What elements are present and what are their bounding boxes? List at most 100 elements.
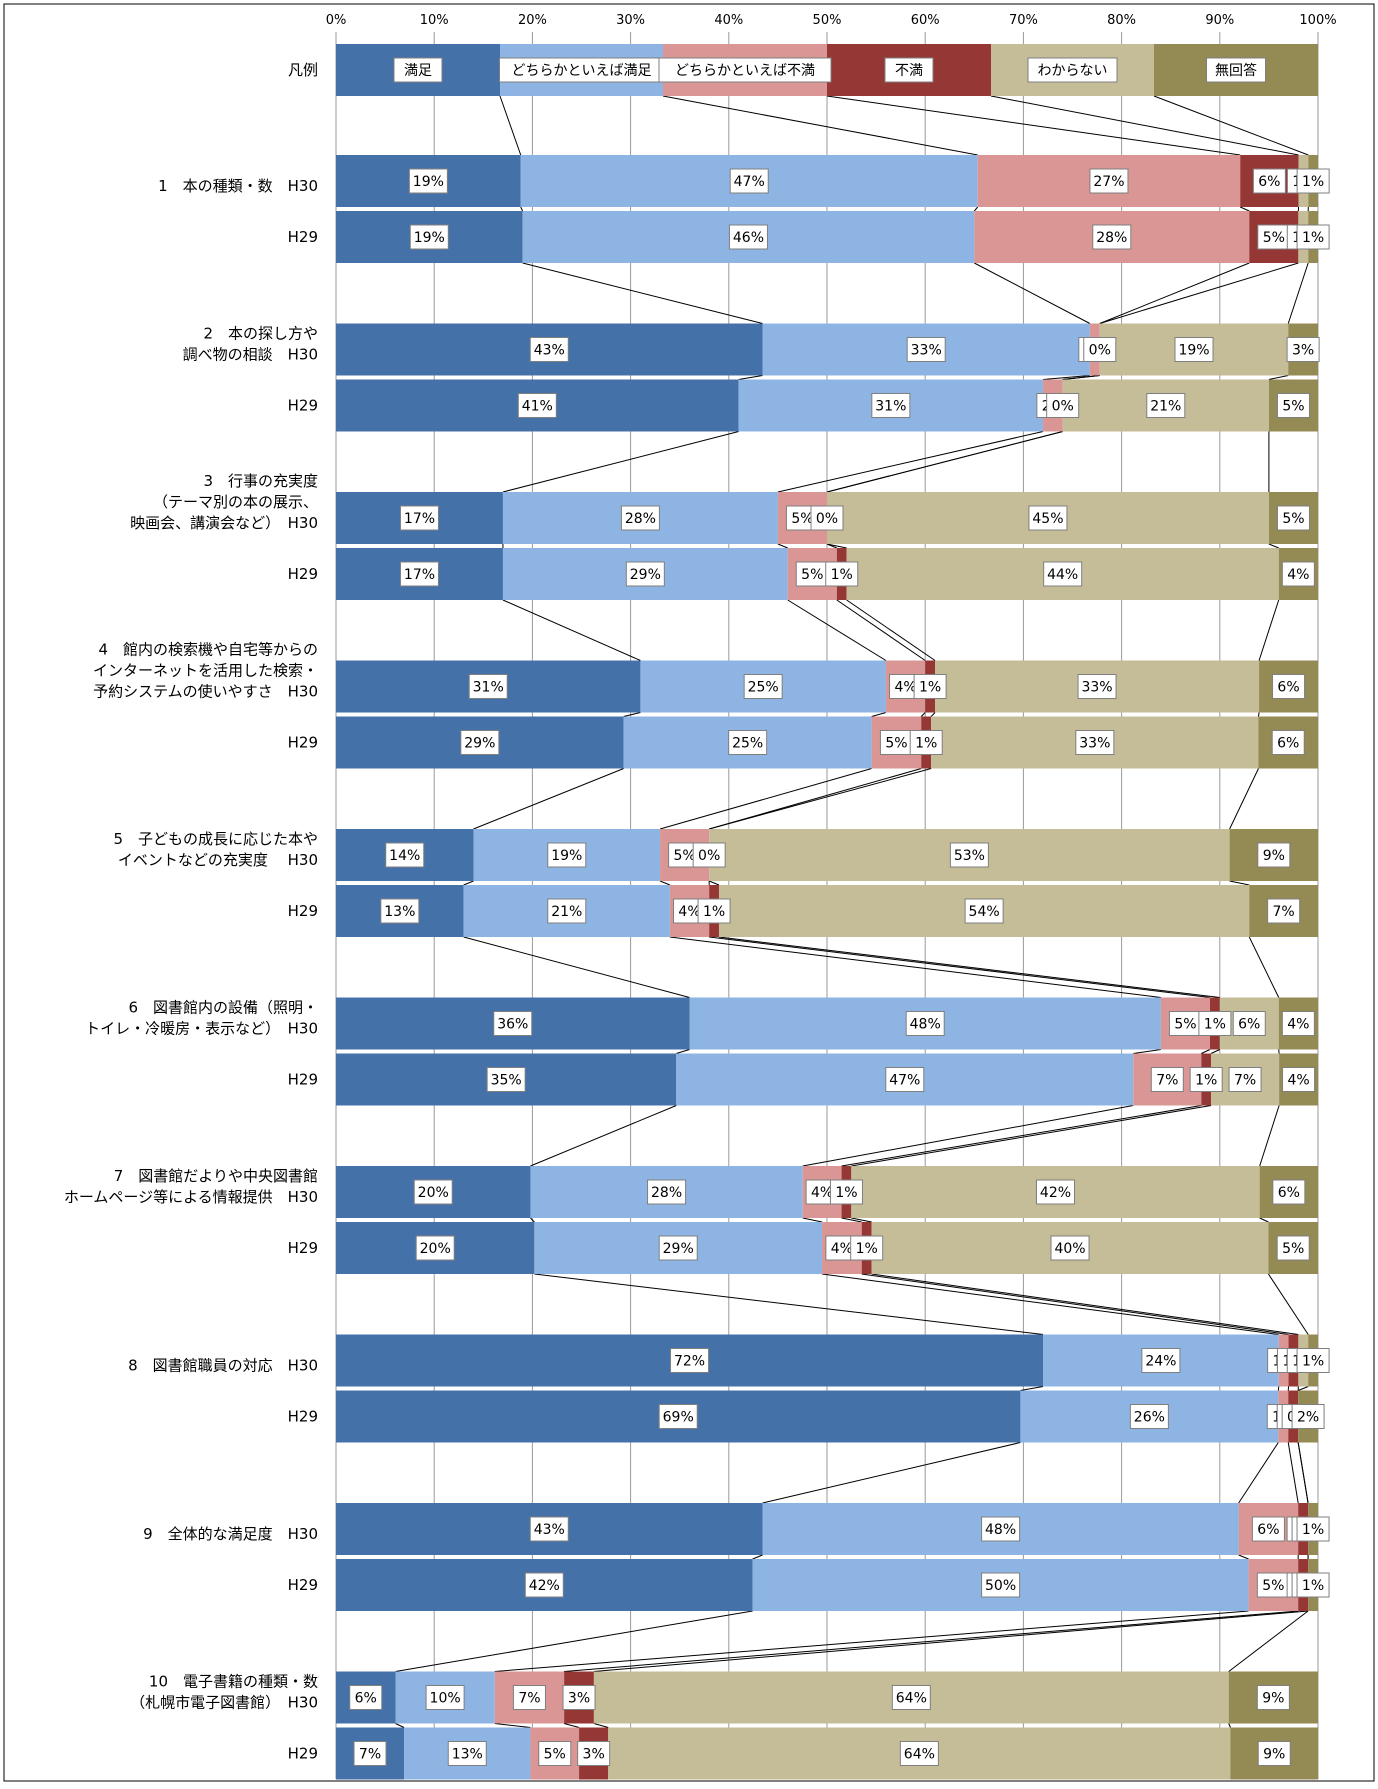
series-connector-line (1288, 263, 1308, 324)
legend-row-label: 凡例 (288, 61, 318, 79)
data-label: 33% (1081, 680, 1112, 696)
data-label: 41% (522, 399, 553, 415)
series-connector-line (778, 432, 1043, 493)
category-label: 6 図書館内の設備（照明・ (128, 999, 318, 1017)
series-connector-line (1269, 544, 1279, 548)
data-label: 47% (889, 1073, 920, 1089)
series-connector-line (530, 1106, 676, 1167)
data-label: 1% (856, 1241, 878, 1257)
series-connector-line (660, 769, 872, 830)
data-label: 4% (1287, 1073, 1309, 1089)
x-tick-label: 40% (714, 13, 743, 28)
data-label: 21% (1150, 399, 1181, 415)
series-connector-line (837, 600, 925, 661)
data-label: 6% (1238, 1017, 1260, 1033)
data-label: 20% (420, 1241, 451, 1257)
data-label: 1% (835, 1185, 857, 1201)
series-connector-line (822, 1274, 1279, 1335)
data-label: 69% (663, 1410, 694, 1426)
year-label: H29 (288, 1745, 318, 1763)
data-label: 25% (748, 680, 779, 696)
data-label: 10% (430, 1691, 461, 1707)
data-label: 29% (663, 1241, 694, 1257)
legend-label: わからない (1038, 63, 1108, 79)
series-connector-line (624, 713, 641, 717)
series-connector-line (1229, 1724, 1231, 1728)
data-label: 19% (551, 848, 582, 864)
series-connector-line (523, 263, 763, 324)
data-label: 6% (1277, 680, 1299, 696)
data-label: 0% (1052, 399, 1074, 415)
data-label: 1% (1204, 1017, 1226, 1033)
series-connector-line (1269, 376, 1288, 380)
x-tick-label: 90% (1205, 13, 1234, 28)
series-connector-line (500, 96, 521, 155)
series-connector-line (464, 937, 690, 998)
series-connector-line (1260, 1106, 1279, 1167)
year-label: H29 (288, 1071, 318, 1089)
series-connector-line (503, 600, 640, 661)
category-label: 9 全体的な満足度 H30 (143, 1525, 318, 1543)
data-label: 6% (1277, 736, 1299, 752)
category-label: 1 本の種類・数 H30 (158, 177, 318, 195)
series-connector-line (803, 1218, 822, 1222)
category-label: 4 館内の検索機や自宅等からの (98, 641, 318, 659)
series-connector-line (1239, 1443, 1279, 1504)
data-label: 47% (734, 174, 765, 190)
data-label: 5% (1282, 1241, 1304, 1257)
year-label: H29 (288, 397, 318, 415)
data-label: 44% (1047, 567, 1078, 583)
series-connector-line (827, 432, 1063, 493)
data-label: 29% (464, 736, 495, 752)
data-label: 0% (816, 511, 838, 527)
data-label: 33% (1079, 736, 1110, 752)
series-connector-line (803, 1106, 1134, 1167)
legend-label: 不満 (895, 63, 923, 79)
data-label: 4% (1287, 567, 1309, 583)
series-connector-line (676, 1050, 689, 1054)
category-label: 2 本の探し方や (203, 325, 318, 343)
category-label: 映画会、講演会など） H30 (130, 514, 318, 532)
series-connector-line (1259, 600, 1279, 661)
x-tick-label: 10% (420, 13, 449, 28)
series-connector-line (521, 207, 523, 211)
data-label: 53% (954, 848, 985, 864)
series-connector-line (1229, 1611, 1308, 1672)
data-label: 9% (1262, 1691, 1284, 1707)
data-label: 4% (1287, 1017, 1309, 1033)
data-label: 13% (384, 904, 415, 920)
legend-label: 無回答 (1215, 62, 1257, 79)
series-connector-line (709, 769, 931, 830)
series-connector-line (842, 1106, 1202, 1167)
data-label: 25% (732, 736, 763, 752)
category-label: 10 電子書籍の種類・数 (149, 1673, 318, 1691)
data-label: 48% (985, 1522, 1016, 1538)
series-connector-line (495, 1611, 1249, 1672)
legend-label: どちらかといえば満足 (512, 63, 652, 79)
data-label: 5% (885, 736, 907, 752)
series-connector-line (719, 937, 1220, 998)
data-label: 29% (630, 567, 661, 583)
data-label: 19% (414, 230, 445, 246)
data-label: 31% (875, 399, 906, 415)
series-connector-line (778, 544, 788, 548)
data-label: 0% (1089, 343, 1111, 359)
data-label: 35% (491, 1073, 522, 1089)
category-label: 調べ物の相談 H30 (183, 346, 318, 364)
category-label: ホームページ等による情報提供 H30 (64, 1188, 318, 1206)
series-connector-line (1133, 1050, 1161, 1054)
series-connector-line (660, 881, 670, 885)
data-label: 1% (1302, 1578, 1324, 1594)
data-label: 54% (969, 904, 1000, 920)
data-label: 33% (911, 343, 942, 359)
data-label: 1% (915, 736, 937, 752)
x-tick-label: 60% (911, 13, 940, 28)
x-tick-label: 20% (518, 13, 547, 28)
data-label: 3% (568, 1691, 590, 1707)
data-label: 17% (404, 567, 435, 583)
data-label: 5% (1262, 1578, 1284, 1594)
series-connector-line (872, 713, 886, 717)
data-label: 7% (1273, 904, 1295, 920)
x-tick-label: 70% (1009, 13, 1038, 28)
